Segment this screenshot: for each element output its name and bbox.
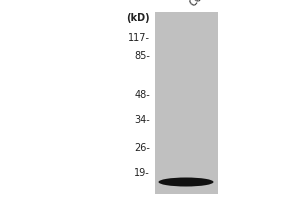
Text: 48-: 48-: [134, 90, 150, 100]
Text: 34-: 34-: [134, 115, 150, 125]
Text: 85-: 85-: [134, 51, 150, 61]
Text: COS7: COS7: [188, 0, 214, 8]
Text: 19-: 19-: [134, 168, 150, 178]
Ellipse shape: [158, 178, 214, 186]
Text: 26-: 26-: [134, 143, 150, 153]
Text: (kD): (kD): [126, 13, 150, 23]
Text: 117-: 117-: [128, 33, 150, 43]
Bar: [155, 12, 218, 194]
